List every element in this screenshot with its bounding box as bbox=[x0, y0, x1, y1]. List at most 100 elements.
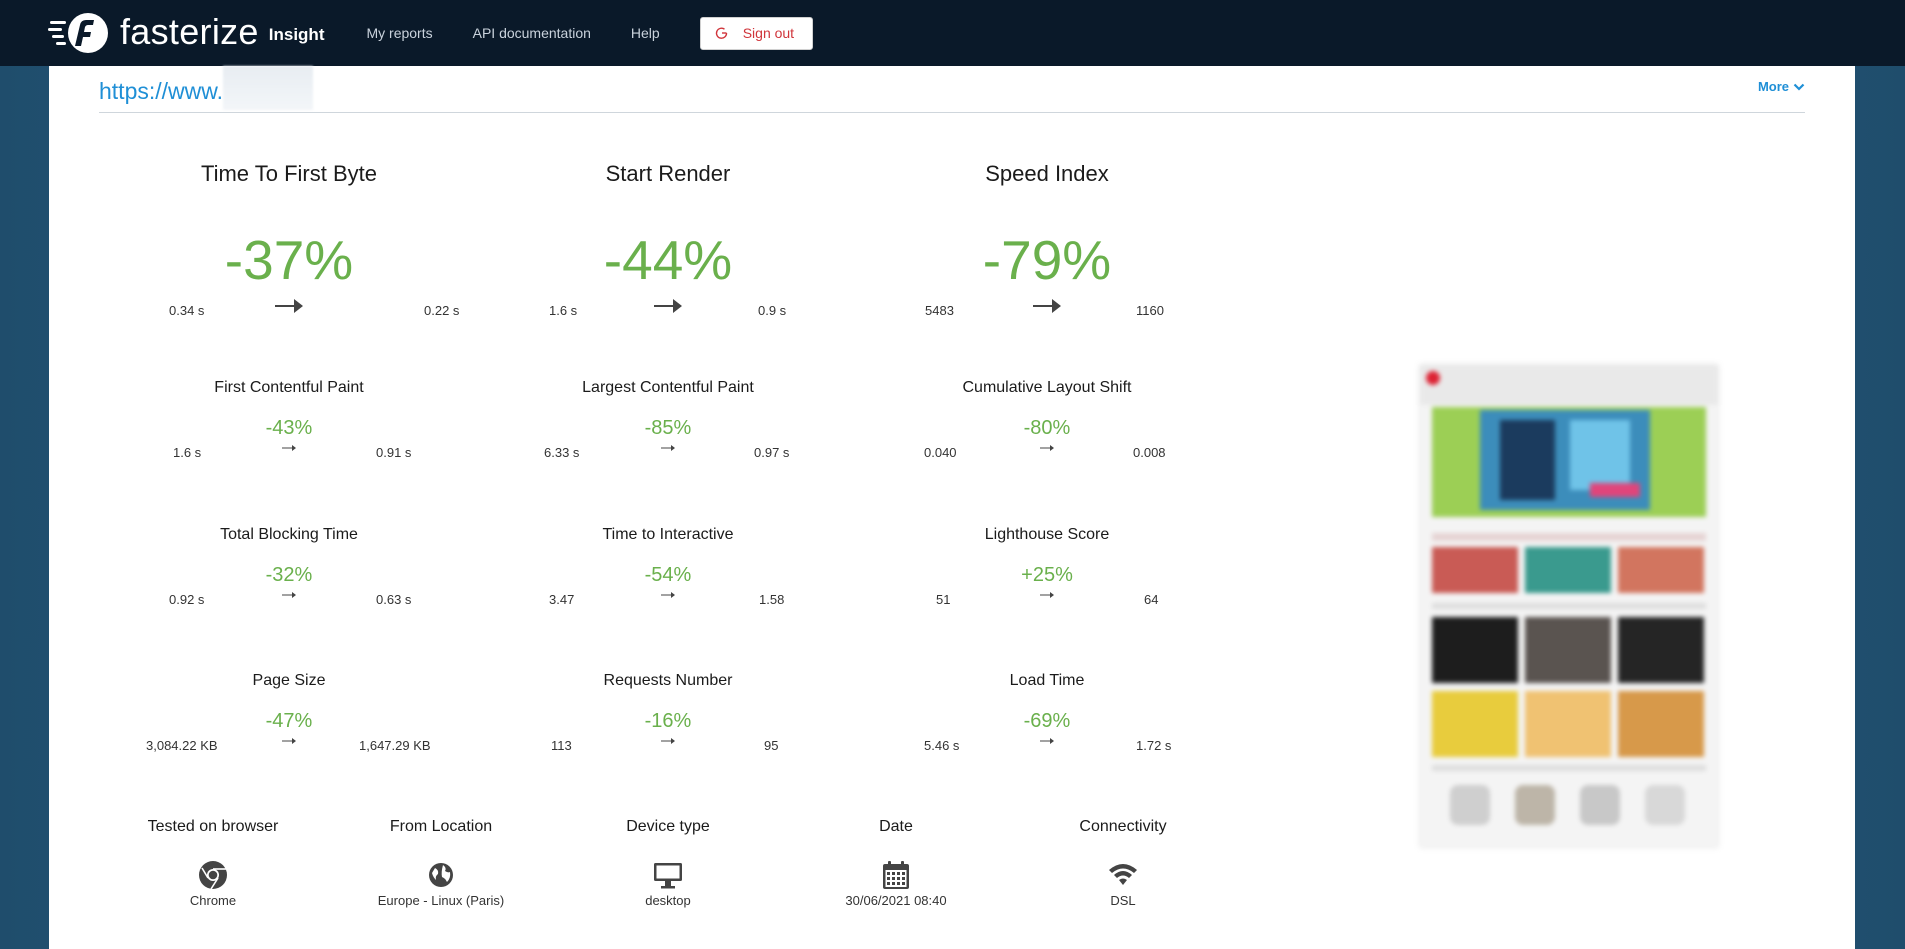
metric-speed-index: Speed Index -79% 5483 1160 bbox=[857, 161, 1237, 318]
more-label: More bbox=[1757, 79, 1789, 94]
brand[interactable]: fasterize Insight bbox=[48, 11, 324, 55]
metric-lighthouse-score: Lighthouse Score +25% 51 64 bbox=[857, 526, 1237, 607]
metric-after: 1160 bbox=[1136, 303, 1164, 318]
report-card: https://www. More Time To First Byte -37… bbox=[49, 66, 1855, 949]
metric-change: -54% bbox=[644, 564, 692, 586]
metric-before: 1.6 s bbox=[549, 303, 578, 318]
metric-change: -16% bbox=[644, 710, 692, 732]
page-screenshot-preview bbox=[1420, 365, 1718, 847]
metric-start-render: Start Render -44% 1.6 s 0.9 s bbox=[478, 161, 858, 318]
info-value: Europe - Linux (Paris) bbox=[377, 893, 505, 908]
wifi-icon bbox=[1109, 864, 1137, 885]
metric-title: Time to Interactive bbox=[602, 526, 734, 543]
arrow-right-icon bbox=[275, 299, 303, 313]
info-label: Device type bbox=[626, 818, 710, 835]
metric-tbt: Total Blocking Time -32% 0.92 s 0.63 s bbox=[99, 526, 479, 607]
info-connectivity: Connectivity DSL bbox=[1013, 818, 1233, 908]
arrow-right-icon bbox=[661, 738, 675, 744]
metric-title: Requests Number bbox=[603, 672, 733, 689]
metric-tti: Time to Interactive -54% 3.47 1.58 bbox=[478, 526, 858, 607]
tested-url[interactable]: https://www. bbox=[99, 78, 223, 104]
metric-change: -79% bbox=[982, 229, 1112, 291]
info-label: Tested on browser bbox=[147, 818, 279, 835]
metric-before: 0.92 s bbox=[169, 592, 205, 607]
info-value: 30/06/2021 08:40 bbox=[845, 893, 947, 908]
info-value: Chrome bbox=[189, 893, 237, 908]
metric-ttfb: Time To First Byte -37% 0.34 s 0.22 s bbox=[99, 161, 479, 318]
info-browser: Tested on browser Chrome bbox=[103, 818, 323, 908]
arrow-right-icon bbox=[661, 592, 675, 598]
metric-after: 64 bbox=[1144, 592, 1159, 607]
metric-before: 0.34 s bbox=[169, 303, 205, 318]
arrow-right-icon bbox=[1040, 592, 1054, 598]
power-icon bbox=[715, 27, 727, 39]
metric-after: 1.72 s bbox=[1136, 738, 1172, 753]
info-label: Connectivity bbox=[1079, 818, 1167, 835]
metric-title: Lighthouse Score bbox=[984, 526, 1110, 543]
nav-link-help[interactable]: Help bbox=[630, 25, 660, 41]
metric-change: -43% bbox=[265, 417, 313, 439]
metric-before: 1.6 s bbox=[173, 445, 202, 460]
metric-before: 6.33 s bbox=[544, 445, 580, 460]
arrow-right-icon bbox=[661, 445, 675, 451]
metric-title: First Contentful Paint bbox=[214, 379, 364, 396]
globe-icon bbox=[429, 863, 453, 887]
url-header: https://www. More bbox=[99, 66, 1805, 113]
metric-title: Time To First Byte bbox=[200, 161, 378, 186]
metric-change: -80% bbox=[1023, 417, 1071, 439]
url-redaction bbox=[223, 66, 313, 110]
chrome-icon bbox=[199, 861, 227, 890]
sign-out-button[interactable]: Sign out bbox=[699, 16, 814, 50]
nav-link-my-reports[interactable]: My reports bbox=[366, 25, 433, 41]
metric-after: 0.97 s bbox=[754, 445, 790, 460]
metric-fcp: First Contentful Paint -43% 1.6 s 0.91 s bbox=[99, 379, 479, 460]
info-label: From Location bbox=[389, 818, 493, 835]
metric-change: +25% bbox=[1021, 564, 1073, 586]
desktop-icon bbox=[654, 863, 682, 889]
arrow-right-icon bbox=[1040, 445, 1054, 451]
info-location: From Location Europe - Linux (Paris) bbox=[331, 818, 551, 908]
sign-out-label: Sign out bbox=[742, 25, 795, 41]
brand-subtitle: Insight bbox=[268, 25, 325, 44]
arrow-right-icon bbox=[282, 445, 296, 451]
chevron-down-icon bbox=[1793, 83, 1805, 91]
brand-name: fasterize bbox=[120, 11, 259, 52]
metric-after: 0.9 s bbox=[758, 303, 787, 318]
metric-change: -32% bbox=[265, 564, 313, 586]
metric-change: -44% bbox=[603, 229, 733, 291]
metric-title: Page Size bbox=[252, 672, 326, 689]
arrow-right-icon bbox=[654, 299, 682, 313]
metric-change: -37% bbox=[224, 229, 354, 291]
arrow-right-icon bbox=[282, 738, 296, 744]
metric-title: Speed Index bbox=[985, 161, 1109, 186]
metric-after: 0.008 bbox=[1133, 445, 1166, 460]
metric-title: Largest Contentful Paint bbox=[582, 379, 754, 396]
metric-before: 51 bbox=[936, 592, 951, 607]
metric-after: 0.22 s bbox=[424, 303, 460, 318]
nav-link-api-documentation[interactable]: API documentation bbox=[472, 25, 591, 41]
metric-after: 0.91 s bbox=[376, 445, 412, 460]
info-device: Device type desktop bbox=[558, 818, 778, 908]
metric-load-time: Load Time -69% 5.46 s 1.72 s bbox=[857, 672, 1237, 753]
metric-before: 5.46 s bbox=[924, 738, 960, 753]
fasterize-logo-icon bbox=[48, 13, 108, 53]
metric-title: Cumulative Layout Shift bbox=[962, 379, 1132, 396]
metric-after: 1.58 bbox=[759, 592, 785, 607]
arrow-right-icon bbox=[1040, 738, 1054, 744]
metric-after: 0.63 s bbox=[376, 592, 412, 607]
metric-change: -47% bbox=[265, 710, 313, 732]
arrow-right-icon bbox=[282, 592, 296, 598]
metric-title: Total Blocking Time bbox=[220, 526, 358, 543]
info-label: Date bbox=[879, 818, 913, 835]
metric-before: 0.040 bbox=[924, 445, 957, 460]
metric-before: 5483 bbox=[925, 303, 954, 318]
more-dropdown[interactable]: More bbox=[1758, 79, 1805, 94]
metric-cls: Cumulative Layout Shift -80% 0.040 0.008 bbox=[857, 379, 1237, 460]
metric-before: 3.47 bbox=[549, 592, 575, 607]
top-navbar: fasterize Insight My reports API documen… bbox=[0, 0, 1905, 66]
info-value: DSL bbox=[1110, 893, 1136, 908]
metric-after: 1,647.29 KB bbox=[359, 738, 431, 753]
metric-before: 3,084.22 KB bbox=[146, 738, 218, 753]
arrow-right-icon bbox=[1033, 299, 1061, 313]
metric-after: 95 bbox=[764, 738, 779, 753]
